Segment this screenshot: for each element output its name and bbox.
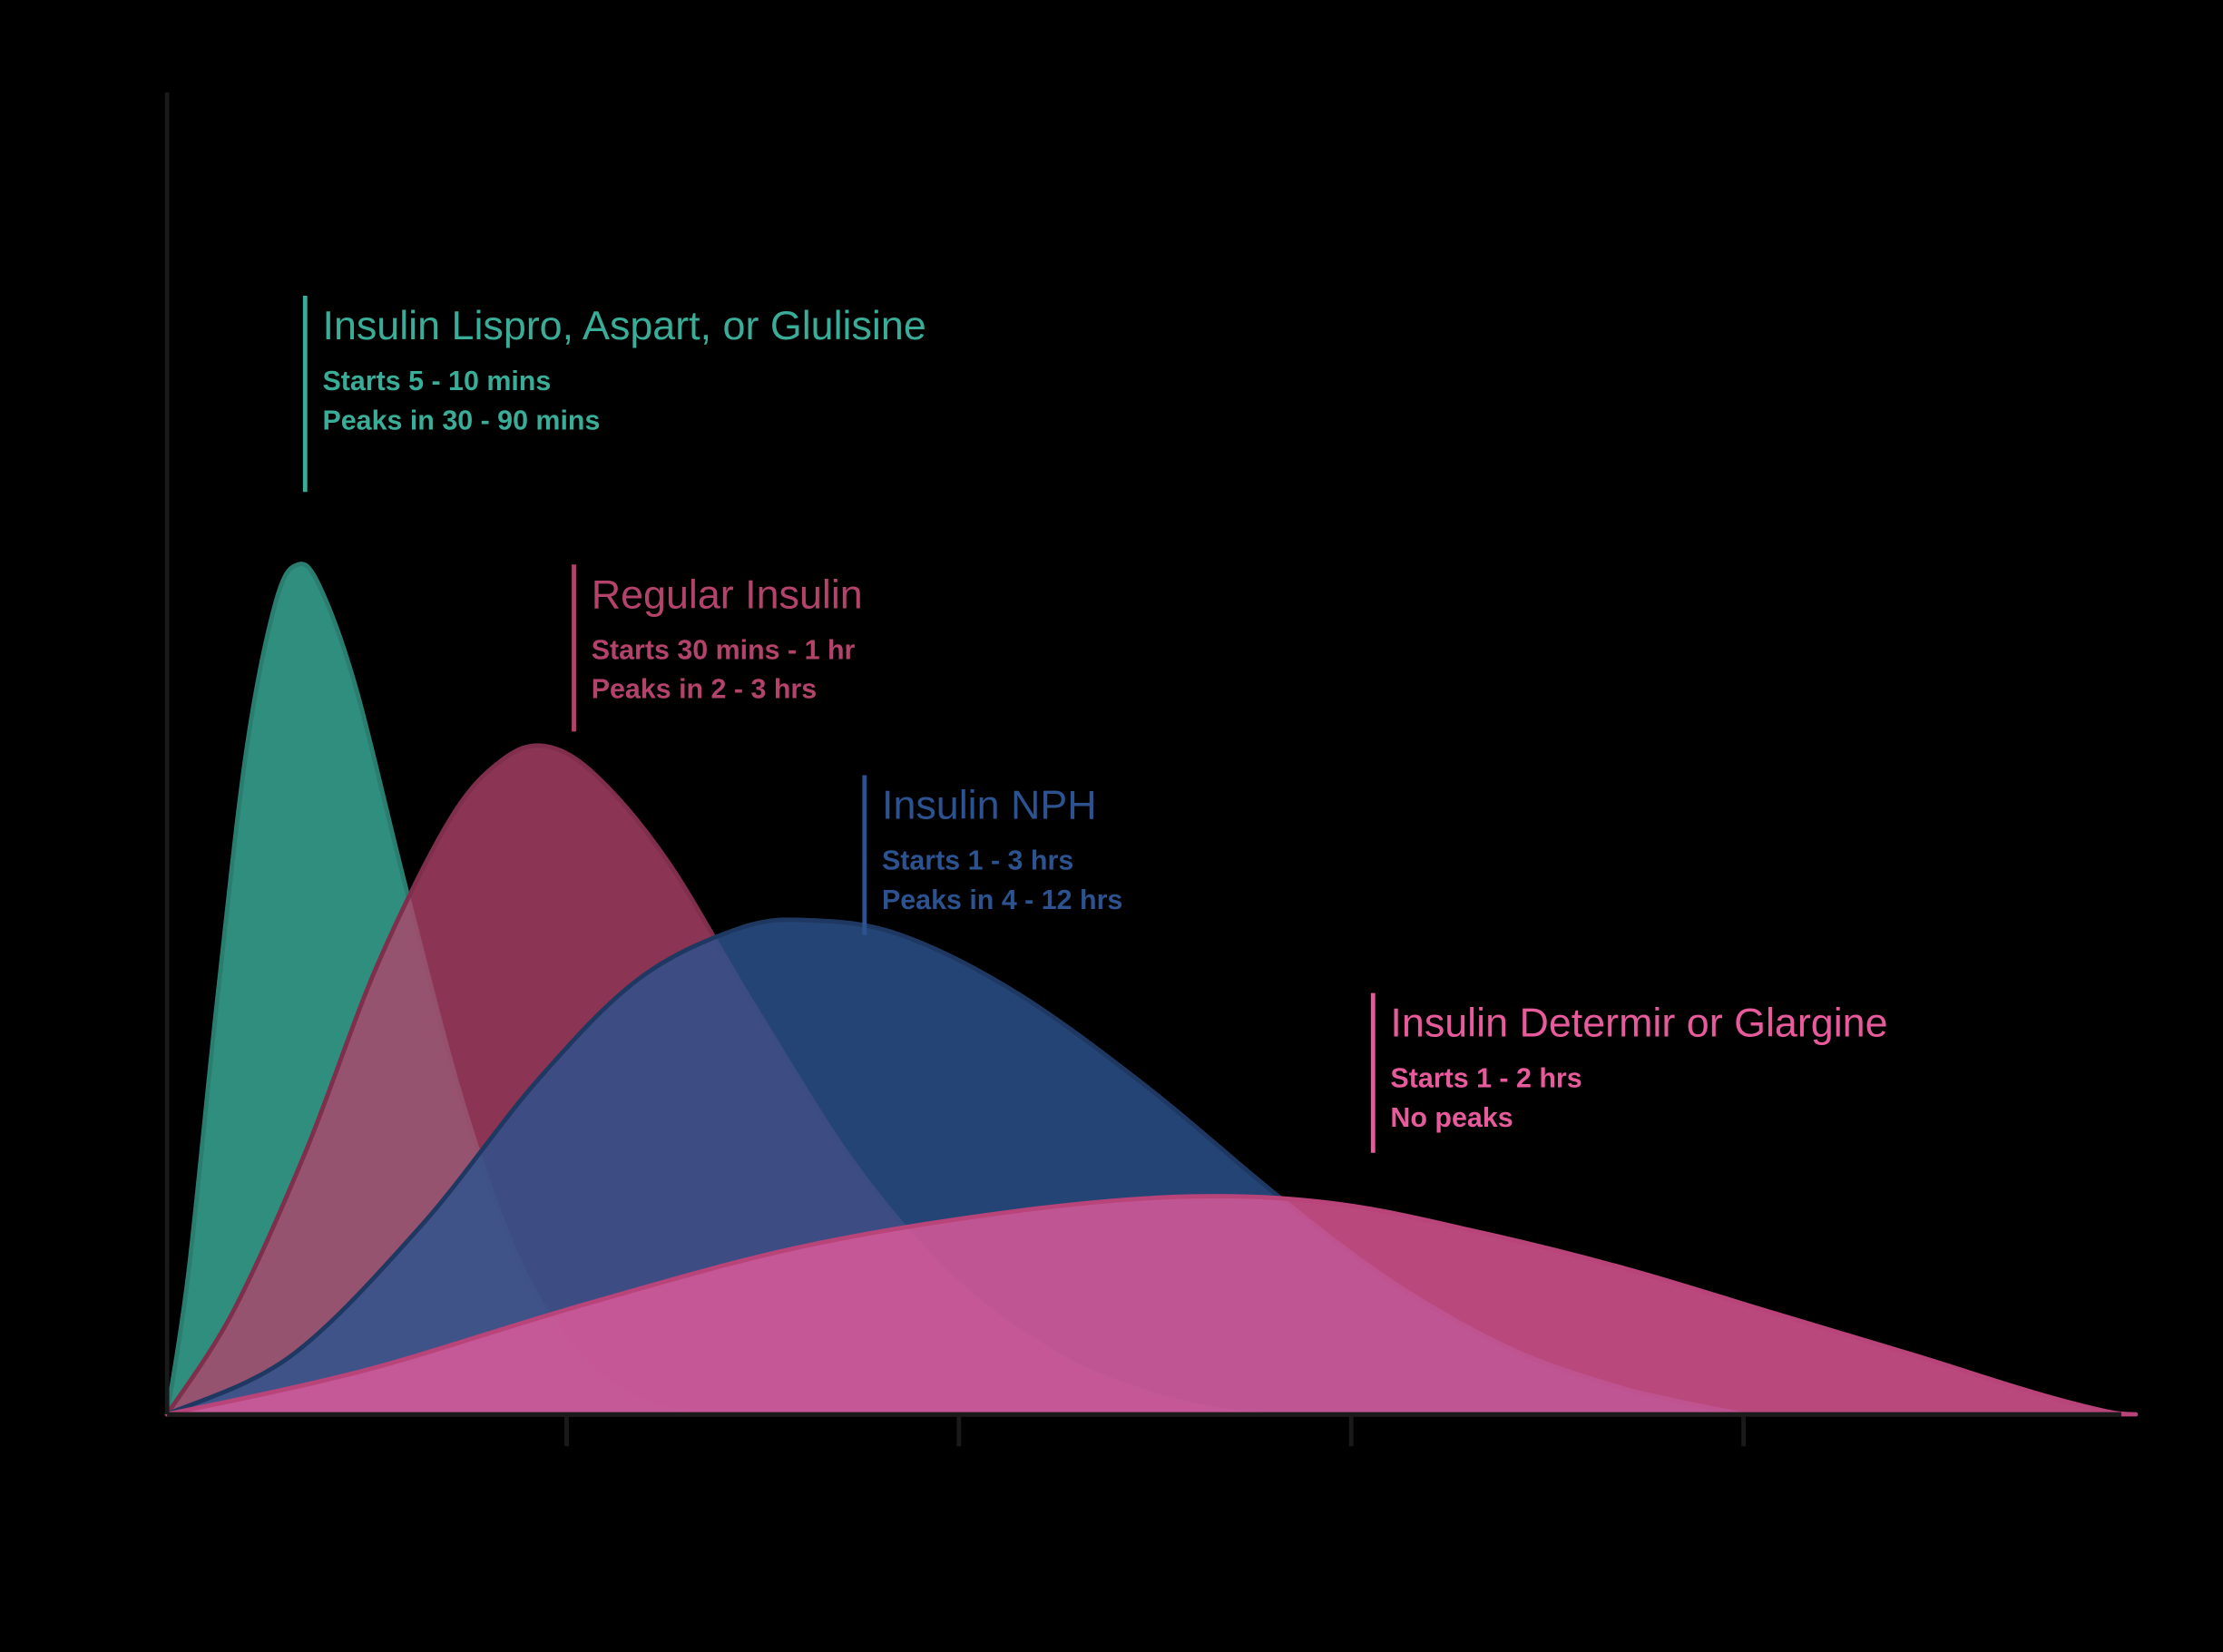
chart-container: Insulin Lispro, Aspart, or Glulisine Star… — [0, 0, 2223, 1652]
regular-label-line1: Starts 30 mins - 1 hr — [592, 634, 856, 665]
long-label-line2: No peaks — [1390, 1102, 1513, 1133]
long-label-title: Insulin Determir or Glargine — [1390, 1000, 1887, 1046]
nph-label-line1: Starts 1 - 3 hrs — [882, 846, 1073, 876]
long-label-line1: Starts 1 - 2 hrs — [1390, 1063, 1582, 1094]
nph-label-title: Insulin NPH — [882, 781, 1097, 827]
regular-label-title: Regular Insulin — [592, 571, 863, 617]
rapid-label-title: Insulin Lispro, Aspart, or Glulisine — [322, 302, 925, 348]
regular-label-line2: Peaks in 2 - 3 hrs — [592, 674, 817, 705]
rapid-label-line1: Starts 5 - 10 mins — [322, 366, 551, 396]
rapid-label-line2: Peaks in 30 - 90 mins — [322, 405, 600, 435]
insulin-action-chart: Insulin Lispro, Aspart, or Glulisine Star… — [0, 0, 2223, 1652]
nph-label-line2: Peaks in 4 - 12 hrs — [882, 885, 1122, 915]
